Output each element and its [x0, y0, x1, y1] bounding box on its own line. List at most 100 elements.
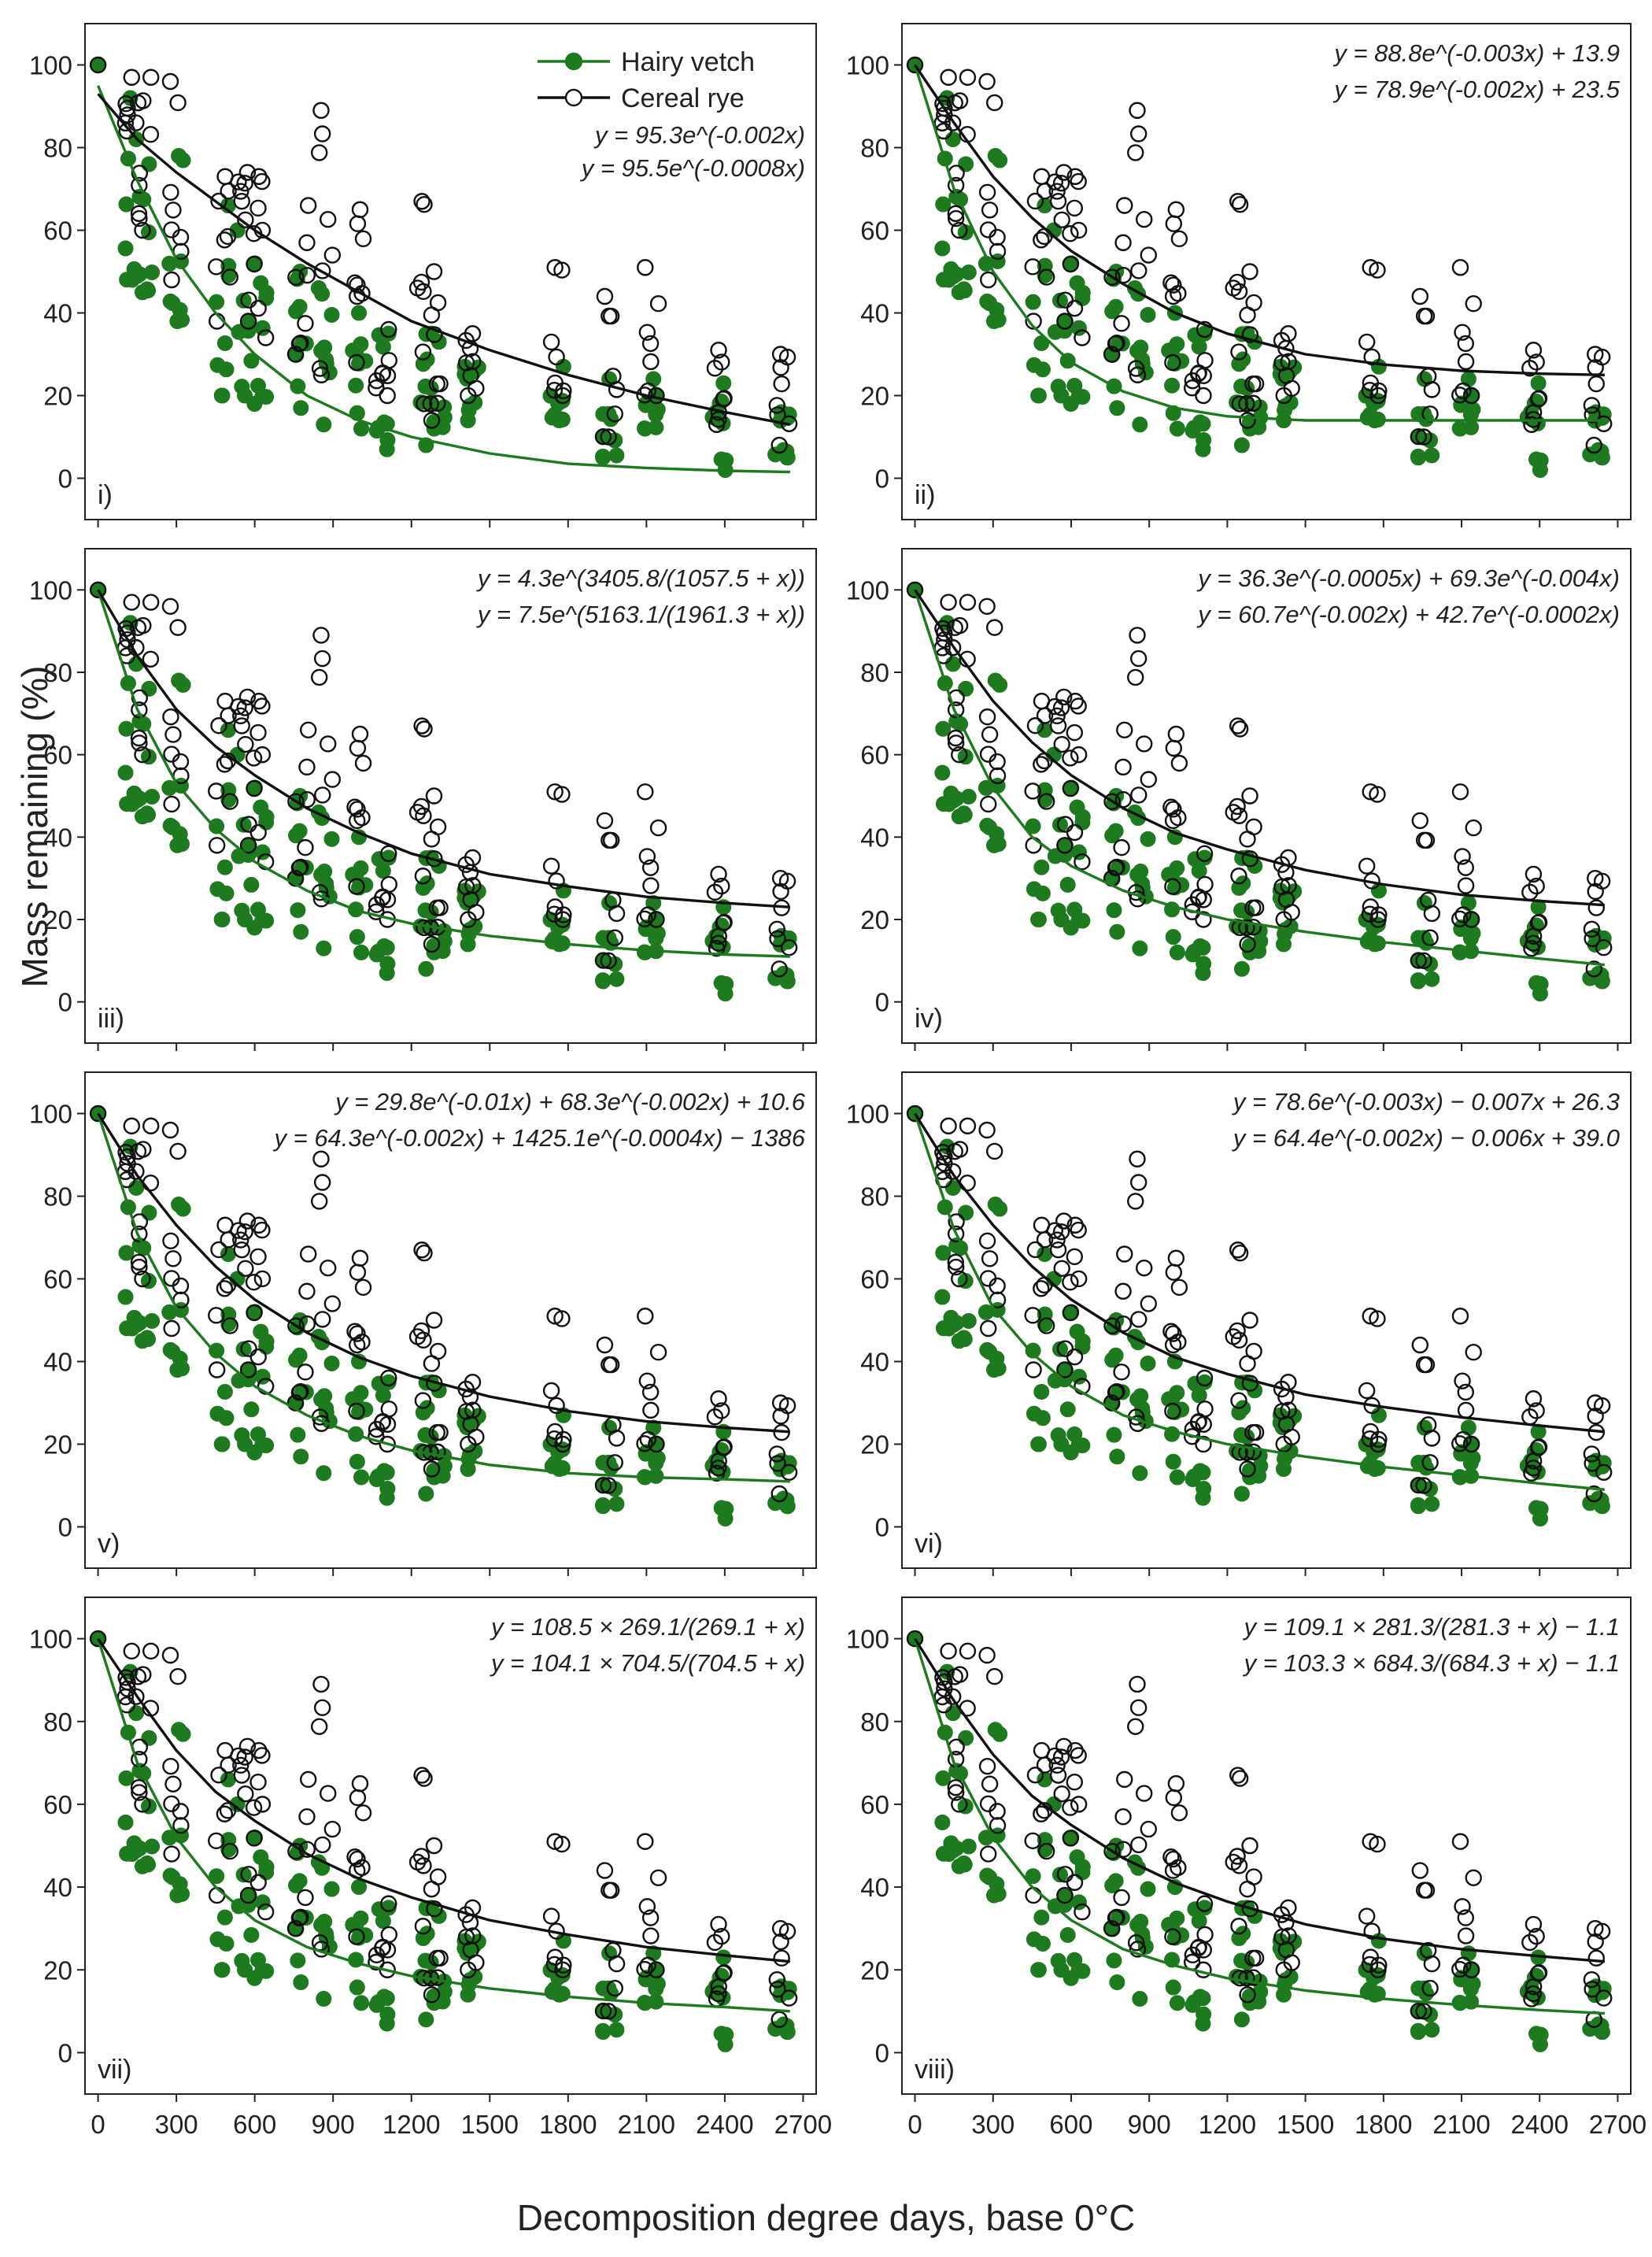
cereal-rye-point: [906, 1104, 924, 1123]
cereal-rye-point: [1025, 1361, 1042, 1378]
hairy-vetch-point: [1026, 357, 1042, 373]
panel-label: vi): [915, 1529, 943, 1559]
panel-7: 0 20 40 60 80 100 0 300 600 900 1200 1500 1800 2100 24…: [29, 1597, 832, 2139]
hairy-vetch-point: [1424, 1496, 1440, 1512]
cereal-rye-point: [959, 68, 977, 86]
cereal-rye-point: [641, 859, 660, 876]
cereal-rye-point: [1244, 1424, 1262, 1441]
x-tick-label: 1800: [539, 2110, 597, 2139]
hairy-vetch-point: [293, 1449, 309, 1465]
hairy-vetch-point: [249, 1952, 266, 1968]
hairy-vetch-point: [293, 923, 309, 940]
cereal-rye-point: [1457, 859, 1474, 876]
cereal-rye-point: [423, 1355, 441, 1372]
cereal-rye-point: [771, 1485, 788, 1503]
cereal-rye-point: [220, 707, 237, 724]
x-tick-label: 2100: [1432, 2110, 1490, 2139]
cereal-rye-point: [1024, 258, 1041, 276]
cereal-rye-point: [1230, 1392, 1247, 1409]
cereal-rye-point: [546, 1948, 564, 1966]
cereal-rye-point: [780, 1989, 798, 2007]
cereal-rye-point: [221, 1317, 238, 1334]
hairy-vetch-point: [948, 266, 965, 283]
hairy-vetch-point: [1066, 901, 1083, 918]
cereal-rye-point: [233, 1767, 250, 1784]
cereal-rye-point: [1411, 1862, 1428, 1879]
cereal-rye-point: [1280, 1401, 1297, 1419]
cereal-rye-point: [374, 1938, 392, 1956]
cereal-rye-point: [219, 1802, 237, 1819]
hairy-vetch-point: [375, 1913, 391, 1930]
panel-frame: [901, 23, 1632, 520]
hairy-vetch-point: [209, 1342, 225, 1359]
cereal-rye-point: [379, 387, 396, 405]
cereal-rye-point: [423, 412, 441, 429]
cereal-rye-point: [380, 1369, 397, 1387]
hairy-vetch-point: [375, 339, 391, 355]
hairy-vetch-point: [293, 400, 309, 416]
cereal-rye-point: [1465, 819, 1482, 837]
cereal-rye-point: [1421, 1979, 1439, 1997]
cereal-rye-point: [1457, 877, 1475, 894]
cereal-rye-point: [1361, 381, 1379, 399]
cereal-rye-point: [320, 1259, 337, 1277]
cereal-rye-point: [297, 1889, 314, 1907]
hairy-vetch-point: [1025, 1868, 1041, 1885]
cereal-rye-point: [354, 754, 372, 772]
cereal-rye-point: [1239, 412, 1256, 429]
cereal-rye-point: [1129, 366, 1147, 383]
cereal-rye-point: [713, 1927, 730, 1945]
cereal-rye-point: [1056, 837, 1074, 854]
cereal-rye-point: [245, 749, 263, 767]
hairy-vetch-point: [1140, 831, 1156, 847]
hairy-vetch-point: [595, 972, 612, 989]
hairy-vetch-point: [436, 1458, 453, 1474]
cereal-rye-point: [413, 1767, 431, 1784]
cereal-rye-point: [1587, 1933, 1604, 1951]
cereal-rye-point: [1140, 246, 1157, 264]
cereal-rye-point: [1165, 276, 1182, 294]
cereal-rye-point: [299, 721, 317, 738]
hairy-vetch-point: [209, 1868, 225, 1885]
y-tick-label: 40: [860, 823, 889, 852]
cereal-rye-point: [1114, 234, 1132, 251]
cereal-rye-point: [1196, 320, 1214, 339]
cereal-rye-point: [135, 1141, 152, 1158]
cereal-rye-point: [1362, 898, 1380, 916]
cereal-rye-point: [1103, 1919, 1121, 1937]
cereal-rye-point: [1587, 1408, 1604, 1425]
cereal-rye-point: [162, 1757, 179, 1775]
cereal-rye-point: [142, 68, 160, 86]
hairy-vetch-point: [131, 790, 148, 807]
hairy-vetch-point: [1109, 923, 1125, 940]
cereal-rye-point: [1066, 1774, 1084, 1791]
cereal-rye-point: [123, 1117, 140, 1134]
hairy-vetch-point: [243, 876, 260, 893]
hairy-vetch-point: [349, 929, 365, 945]
cereal-rye-point: [638, 1898, 656, 1915]
cereal-rye-point: [1170, 230, 1188, 248]
cereal-rye-point: [1244, 1949, 1262, 1967]
cereal-rye-point: [1241, 1837, 1258, 1855]
hairy-vetch-point: [234, 902, 250, 919]
cereal-rye-point: [642, 353, 660, 371]
hairy-vetch-point: [1104, 303, 1121, 320]
hairy-vetch-point: [1025, 1342, 1041, 1359]
hairy-vetch-point: [1033, 1383, 1050, 1400]
equation-2: y = 78.9e^(-0.002x) + 23.5: [1332, 76, 1620, 103]
hairy-vetch-point: [1132, 1991, 1148, 2007]
cereal-rye-point: [1036, 707, 1054, 724]
cereal-rye-point: [1410, 427, 1428, 446]
cereal-rye-point: [232, 1231, 249, 1249]
cereal-rye-point: [1165, 739, 1183, 757]
cereal-rye-curve: [97, 93, 791, 426]
cereal-rye-point: [239, 837, 257, 854]
cereal-rye-point: [1457, 1909, 1474, 1926]
cereal-rye-point: [1130, 262, 1148, 279]
y-tick-label: 0: [58, 988, 72, 1017]
hairy-vetch-point: [131, 1315, 148, 1331]
cereal-rye-point: [1454, 1372, 1471, 1389]
equation-1: y = 108.5 × 269.1/(269.1 + x): [490, 1613, 805, 1641]
cereal-rye-point: [542, 333, 560, 351]
cereal-rye-point: [1164, 353, 1181, 372]
